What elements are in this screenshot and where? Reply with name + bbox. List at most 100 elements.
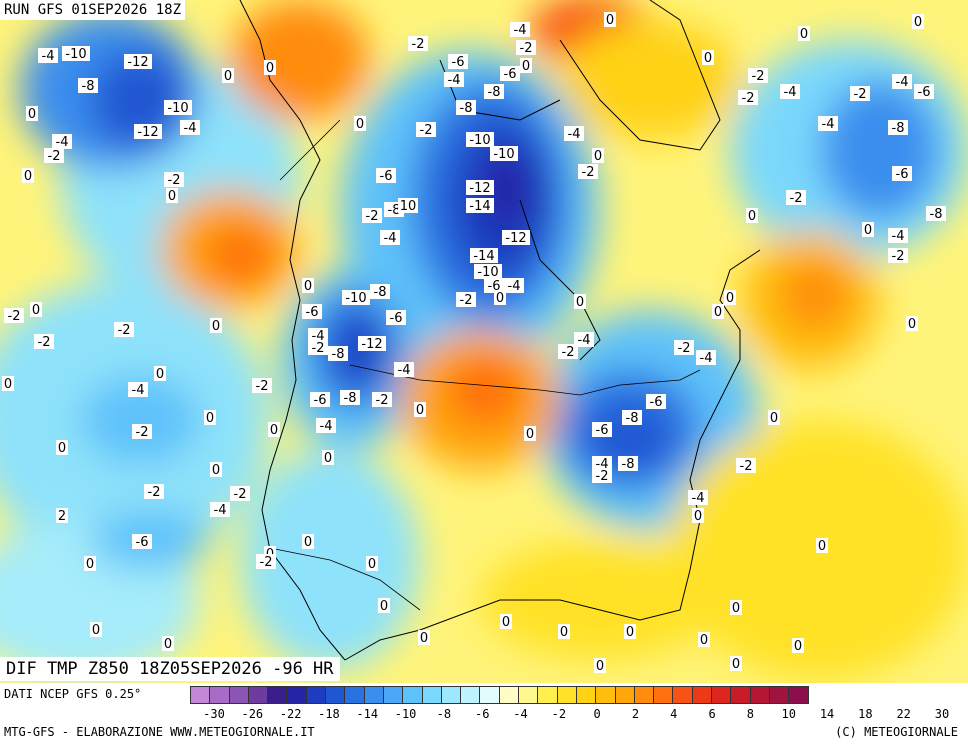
isotherm-label-text: -6 — [504, 67, 517, 82]
isotherm-label-text: -4 — [514, 23, 527, 38]
colorbar-cell — [654, 686, 674, 704]
isotherm-label-text: -4 — [578, 333, 591, 348]
isotherm-label-text: -2 — [678, 341, 691, 356]
isotherm-label-text: 0 — [700, 633, 708, 648]
isotherm-label: 0 — [816, 538, 828, 554]
isotherm-label: -2 — [850, 86, 870, 102]
isotherm-label: -2 — [34, 334, 54, 350]
isotherm-label-text: -2 — [460, 293, 473, 308]
isotherm-label: -4 — [892, 74, 912, 90]
colorbar-cell — [538, 686, 558, 704]
colorbar-cell — [364, 686, 384, 704]
isotherm-label: -4 — [38, 48, 58, 64]
colorbar-cell — [750, 686, 770, 704]
isotherm-label: 0 — [264, 60, 276, 76]
isotherm-label: -6 — [386, 310, 406, 326]
isotherm-label: 0 — [792, 638, 804, 654]
isotherm-label-text: 0 — [324, 451, 332, 466]
isotherm-label-text: -6 — [136, 535, 149, 550]
isotherm-label-text: -12 — [127, 55, 148, 70]
isotherm-label-text: -10 — [65, 47, 86, 62]
isotherm-label: -6 — [892, 166, 912, 182]
footer: DATI NCEP GFS 0.25° -30 -26 -22 -18 -14 -10 -8… — [0, 683, 968, 745]
isotherm-label: -8 — [328, 346, 348, 362]
isotherm-label-text: -10 — [477, 265, 498, 280]
isotherm-label: 0 — [592, 148, 604, 164]
isotherm-label-text: 0 — [416, 403, 424, 418]
colorbar-cell — [673, 686, 693, 704]
isotherm-label-text: 0 — [694, 509, 702, 524]
isotherm-label-text: 0 — [704, 51, 712, 66]
isotherm-label-text: -4 — [700, 351, 713, 366]
isotherm-label-text: 0 — [606, 13, 614, 28]
isotherm-label-text: -2 — [366, 209, 379, 224]
isotherm-label: -10 — [62, 46, 90, 62]
isotherm-label-text: -4 — [214, 503, 227, 518]
isotherm-label-text: -2 — [790, 191, 803, 206]
isotherm-label-text: -12 — [505, 231, 526, 246]
isotherm-label: -2 — [372, 392, 392, 408]
colorbar-cell — [229, 686, 249, 704]
isotherm-label: -4 — [128, 382, 148, 398]
isotherm-label-text: -4 — [568, 127, 581, 142]
isotherm-label: -4 — [688, 490, 708, 506]
isotherm-label: -4 — [818, 116, 838, 132]
isotherm-label: -2 — [738, 90, 758, 106]
colorbar-tick-label: -22 — [279, 707, 302, 721]
colorbar-cell — [210, 686, 230, 704]
isotherm-label-text: -8 — [892, 121, 905, 136]
isotherm-label-text: 0 — [380, 599, 388, 614]
isotherm-label-text: -14 — [473, 249, 494, 264]
isotherm-label-text: -6 — [306, 305, 319, 320]
credit-right: (C) METEOGIORNALE — [835, 725, 958, 739]
isotherm-label-text: -10 — [167, 101, 188, 116]
colorbar-cell — [499, 686, 520, 704]
colorbar — [190, 686, 809, 704]
colorbar-cell — [712, 686, 732, 704]
isotherm-label-text: -6 — [596, 423, 609, 438]
isotherm-label: 0 — [2, 376, 14, 392]
isotherm-label-text: 0 — [28, 107, 36, 122]
isotherm-label: -2 — [416, 122, 436, 138]
isotherm-label: -2 — [164, 172, 184, 188]
isotherm-label: -2 — [408, 36, 428, 52]
colorbar-cell — [692, 686, 713, 704]
isotherm-label-text: 0 — [86, 557, 94, 572]
isotherm-label: 0 — [558, 624, 570, 640]
isotherm-label: 0 — [22, 168, 34, 184]
isotherm-label: 0 — [746, 208, 758, 224]
isotherm-label-text: -2 — [376, 393, 389, 408]
isotherm-label-text: 0 — [800, 27, 808, 42]
isotherm-label-text: -4 — [132, 383, 145, 398]
isotherm-label-text: -4 — [320, 419, 333, 434]
isotherm-label-text: 0 — [496, 291, 504, 306]
isotherm-label-text: 0 — [168, 189, 176, 204]
isotherm-label-text: -2 — [854, 87, 867, 102]
colorbar-cell — [557, 686, 577, 704]
isotherm-label-text: -4 — [896, 75, 909, 90]
isotherm-label: -8 — [618, 456, 638, 472]
isotherm-label-text: 0 — [502, 615, 510, 630]
colorbar-cell — [634, 686, 655, 704]
isotherm-label: 0 — [692, 508, 704, 524]
isotherm-label-text: -10 — [345, 291, 366, 306]
colorbar-cell — [345, 686, 365, 704]
isotherm-label: -8 — [456, 100, 476, 116]
isotherm-label: 0 — [520, 58, 532, 74]
isotherm-label: -12 — [466, 180, 494, 196]
isotherm-label-text: -2 — [412, 37, 425, 52]
colorbar-cell — [576, 686, 597, 704]
run-title: RUN GFS 01SEP2026 18Z — [0, 0, 186, 20]
isotherm-label: -4 — [696, 350, 716, 366]
isotherm-label: 0 — [524, 426, 536, 442]
colorbar-cell — [480, 686, 500, 704]
isotherm-label: 0 — [354, 116, 366, 132]
isotherm-label: -4 — [888, 228, 908, 244]
isotherm-label: 0 — [322, 450, 334, 466]
colorbar-tick-label: -4 — [513, 707, 528, 721]
isotherm-label: -12 — [358, 336, 386, 352]
isotherm-label: 0 — [154, 366, 166, 382]
isotherm-label-text: 0 — [32, 303, 40, 318]
colorbar-cell — [769, 686, 790, 704]
isotherm-label: -2 — [456, 292, 476, 308]
